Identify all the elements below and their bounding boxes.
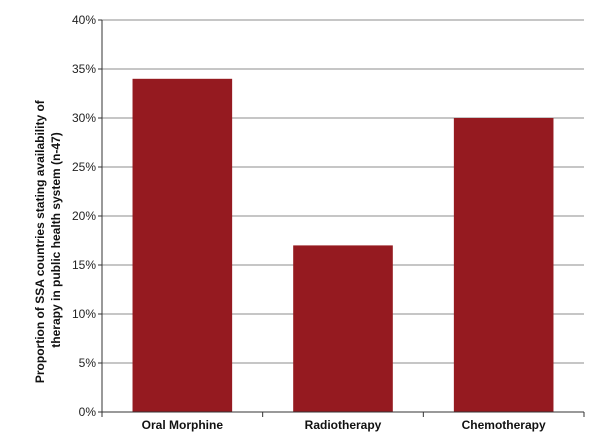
x-category-label-0: Oral Morphine (142, 418, 224, 432)
y-tick-label-6: 30% (72, 111, 96, 125)
y-tick-labels: 0% 5% 10% 15% 20% 25% 30% 35% 40% (72, 13, 96, 419)
x-category-labels: Oral Morphine Radiotherapy Chemotherapy (142, 418, 546, 432)
bar-radiotherapy (293, 245, 393, 412)
y-tick-label-7: 35% (72, 62, 96, 76)
y-tick-label-4: 20% (72, 209, 96, 223)
y-tick-label-0: 0% (79, 405, 97, 419)
y-tick-label-1: 5% (79, 356, 97, 370)
y-tick-label-8: 40% (72, 13, 96, 27)
bars (132, 78, 554, 413)
y-tick-label-3: 15% (72, 258, 96, 272)
bar-chemotherapy (453, 118, 554, 412)
y-axis-title: Proportion of SSA countries stating avai… (33, 97, 63, 383)
y-axis-title-line-2: therapy in public health system (n-47) (49, 132, 63, 347)
x-category-label-1: Radiotherapy (305, 418, 382, 432)
x-category-label-2: Chemotherapy (462, 418, 546, 432)
y-tick-label-5: 25% (72, 160, 96, 174)
y-axis-title-line-1: Proportion of SSA countries stating avai… (33, 99, 47, 383)
bar-oral-morphine (132, 78, 233, 413)
y-tick-label-2: 10% (72, 307, 96, 321)
axes (98, 19, 585, 417)
